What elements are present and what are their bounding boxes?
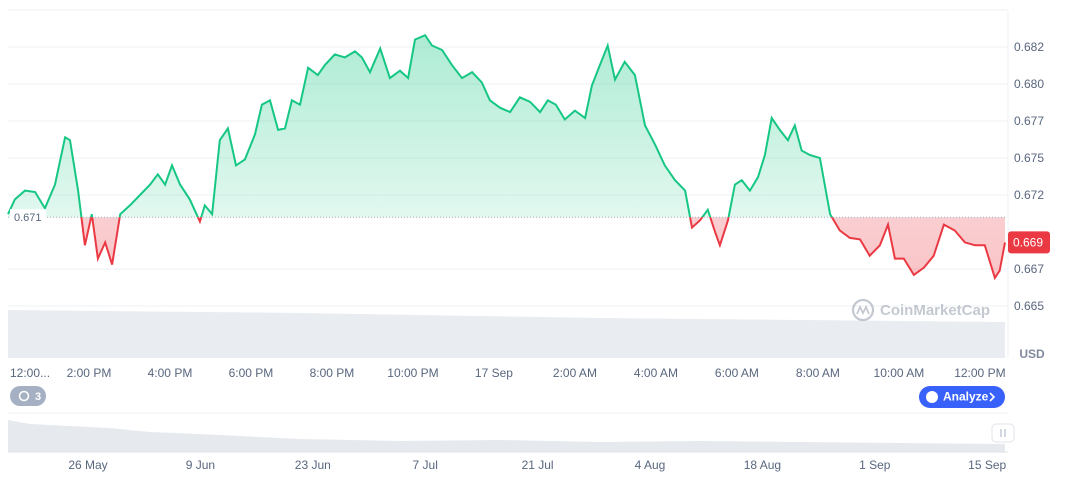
- x-tick-label: 17 Sep: [475, 366, 513, 380]
- navigator-label: 4 Aug: [635, 458, 666, 472]
- x-tick-label: 2:00 PM: [67, 366, 112, 380]
- x-tick-label: 8:00 AM: [796, 366, 840, 380]
- indicator-badge[interactable]: 3: [10, 386, 46, 406]
- current-price-label: 0.669: [1013, 236, 1043, 250]
- area-up: [8, 35, 832, 218]
- navigator-label: 7 Jul: [413, 458, 438, 472]
- navigator-label: 18 Aug: [744, 458, 781, 472]
- badge-icon: [18, 390, 30, 402]
- baseline-label-bg: [10, 209, 46, 226]
- analyze-icon: [926, 391, 938, 403]
- watermark-logo-mark: [856, 304, 870, 316]
- navigator-label: 15 Sep: [968, 458, 1006, 472]
- y-tick-label: 0.677: [1014, 114, 1044, 128]
- badge-count: 3: [35, 391, 41, 403]
- analyze-chevron: [989, 392, 996, 402]
- baseline-label: 0.671: [14, 212, 42, 224]
- navigator-handle[interactable]: [991, 423, 1015, 443]
- x-tick-label: 10:00 PM: [387, 366, 438, 380]
- x-tick-label: 6:00 AM: [715, 366, 759, 380]
- x-tick-label: 8:00 PM: [310, 366, 355, 380]
- y-tick-label: 0.665: [1014, 299, 1044, 313]
- y-tick-label: 0.682: [1014, 40, 1044, 54]
- y-tick-label: 0.672: [1014, 188, 1044, 202]
- navigator-label: 1 Sep: [859, 458, 891, 472]
- currency-label: USD: [1019, 347, 1045, 361]
- volume-bars: [8, 310, 1005, 358]
- volume-area: [8, 310, 1005, 358]
- x-tick-label: 10:00 AM: [874, 366, 925, 380]
- watermark-logo: [851, 298, 875, 322]
- y-tick-label: 0.675: [1014, 151, 1044, 165]
- x-tick-label: 4:00 PM: [148, 366, 193, 380]
- navigator-area: [8, 420, 1005, 452]
- price-line-up: [7, 33, 834, 218]
- x-tick-label: 2:00 AM: [553, 366, 597, 380]
- navigator-label: 21 Jul: [522, 458, 554, 472]
- watermark: CoinMarketCap: [851, 298, 990, 322]
- analyze-button[interactable]: Analyze: [919, 386, 1005, 408]
- navigator-label: 26 May: [68, 458, 107, 472]
- current-price-tag: [1008, 231, 1050, 254]
- x-tick-label: 12:00 PM: [954, 366, 1005, 380]
- y-tick-label: 0.667: [1014, 262, 1044, 276]
- area-down: [8, 217, 1005, 278]
- x-tick-label: 12:00...: [10, 366, 50, 380]
- x-tick-label: 6:00 PM: [229, 366, 274, 380]
- analyze-bg: [919, 386, 1005, 408]
- y-tick-label: 0.680: [1014, 77, 1044, 91]
- navigator: [8, 412, 1015, 453]
- watermark-text: CoinMarketCap: [880, 302, 990, 319]
- navigator-label: 9 Jun: [186, 458, 215, 472]
- navigator-label: 23 Jun: [295, 458, 331, 472]
- x-tick-label: 4:00 AM: [634, 366, 678, 380]
- analyze-text: Analyze: [943, 390, 989, 404]
